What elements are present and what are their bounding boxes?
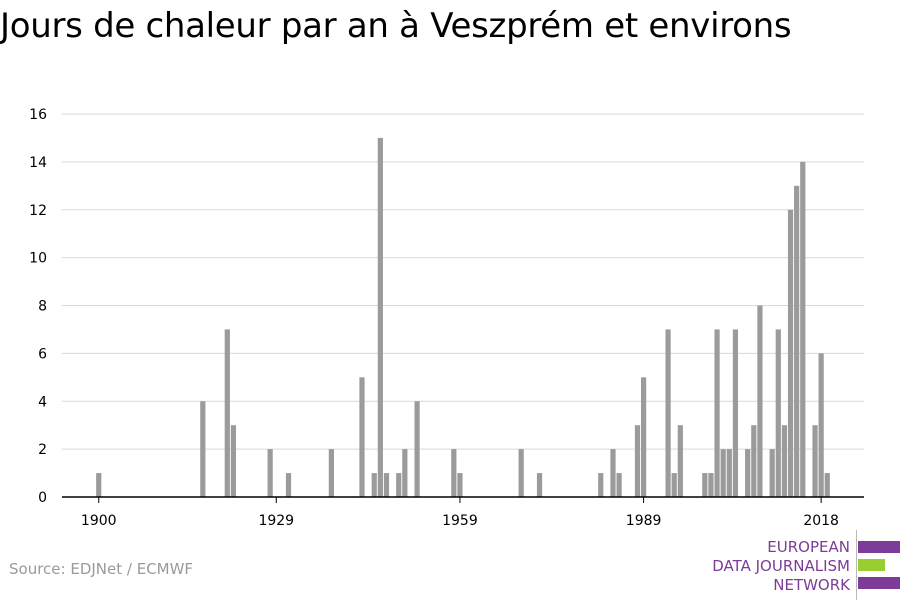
bar: [96, 473, 102, 497]
bar: [732, 329, 739, 497]
y-axis-ticks: 0 2 4 6 8 10 12 14 16: [29, 107, 47, 506]
bar: [751, 425, 757, 497]
bar: [800, 161, 806, 497]
bar: [787, 209, 794, 497]
bar: [396, 473, 402, 497]
bar: [769, 449, 775, 497]
bar: [714, 329, 720, 497]
x-axis-ticks: 1900 1929 1959 1989 2018: [81, 497, 839, 529]
logo-bar-green: [858, 559, 885, 571]
gridlines: [62, 113, 864, 450]
y-tick-label: 14: [29, 155, 47, 171]
bar: [794, 185, 800, 497]
logo-bar-purple-bottom: [858, 577, 900, 589]
y-tick-label: 12: [29, 203, 47, 219]
bar: [745, 449, 751, 497]
logo-bar-purple-top: [858, 541, 900, 553]
logo-line-3: NETWORK: [773, 576, 850, 594]
x-tick-label: 1900: [81, 513, 117, 529]
bar: [414, 401, 420, 497]
bar: [726, 449, 732, 497]
bar: [775, 329, 781, 497]
bar: [402, 449, 408, 497]
bar: [708, 473, 714, 497]
bar: [457, 473, 463, 497]
bar: [377, 137, 383, 497]
bar: [383, 473, 390, 497]
bar: [616, 473, 622, 497]
bar: [757, 305, 763, 497]
bar: [518, 449, 524, 497]
y-tick-label: 10: [29, 251, 47, 267]
logo-line-1: EUROPEAN: [767, 538, 850, 556]
bar: [230, 425, 237, 497]
bar: [267, 449, 273, 497]
bar: [451, 449, 457, 497]
bar: [702, 473, 708, 497]
bar: [224, 329, 230, 497]
x-tick-label: 1989: [626, 513, 662, 529]
bar: [781, 425, 788, 497]
bar: [812, 425, 818, 497]
y-tick-label: 16: [29, 107, 47, 123]
x-tick-label: 1929: [258, 513, 294, 529]
y-tick-label: 6: [38, 346, 47, 362]
chart-title: Jours de chaleur par an à Veszprém et en…: [0, 6, 792, 46]
source-note: Source: EDJNet / ECMWF: [9, 560, 194, 578]
bar: [677, 425, 683, 497]
bar: [328, 449, 334, 497]
logo-wordmark: EUROPEAN DATA JOURNALISM NETWORK: [712, 538, 850, 595]
bars: [96, 137, 830, 497]
bar: [371, 473, 377, 497]
y-tick-label: 4: [38, 394, 47, 410]
bar: [824, 473, 830, 497]
logo-line-2: DATA JOURNALISM: [712, 557, 850, 575]
bar: [818, 353, 824, 497]
bar: [671, 473, 677, 497]
bar: [634, 425, 641, 497]
bar: [536, 473, 543, 497]
edjnet-logo: EUROPEAN DATA JOURNALISM NETWORK: [700, 530, 900, 600]
bar: [641, 377, 647, 497]
bar: [610, 449, 616, 497]
bar: [285, 473, 292, 497]
bar: [359, 377, 365, 497]
y-tick-label: 0: [38, 490, 47, 506]
y-tick-label: 8: [38, 299, 47, 315]
bar: [720, 449, 726, 497]
bar: [200, 401, 206, 497]
x-tick-label: 2018: [803, 513, 839, 529]
x-tick-label: 1959: [442, 513, 478, 529]
bar: [598, 473, 604, 497]
logo-separator: [856, 530, 857, 600]
y-tick-label: 2: [38, 442, 47, 458]
bar: [665, 329, 671, 497]
